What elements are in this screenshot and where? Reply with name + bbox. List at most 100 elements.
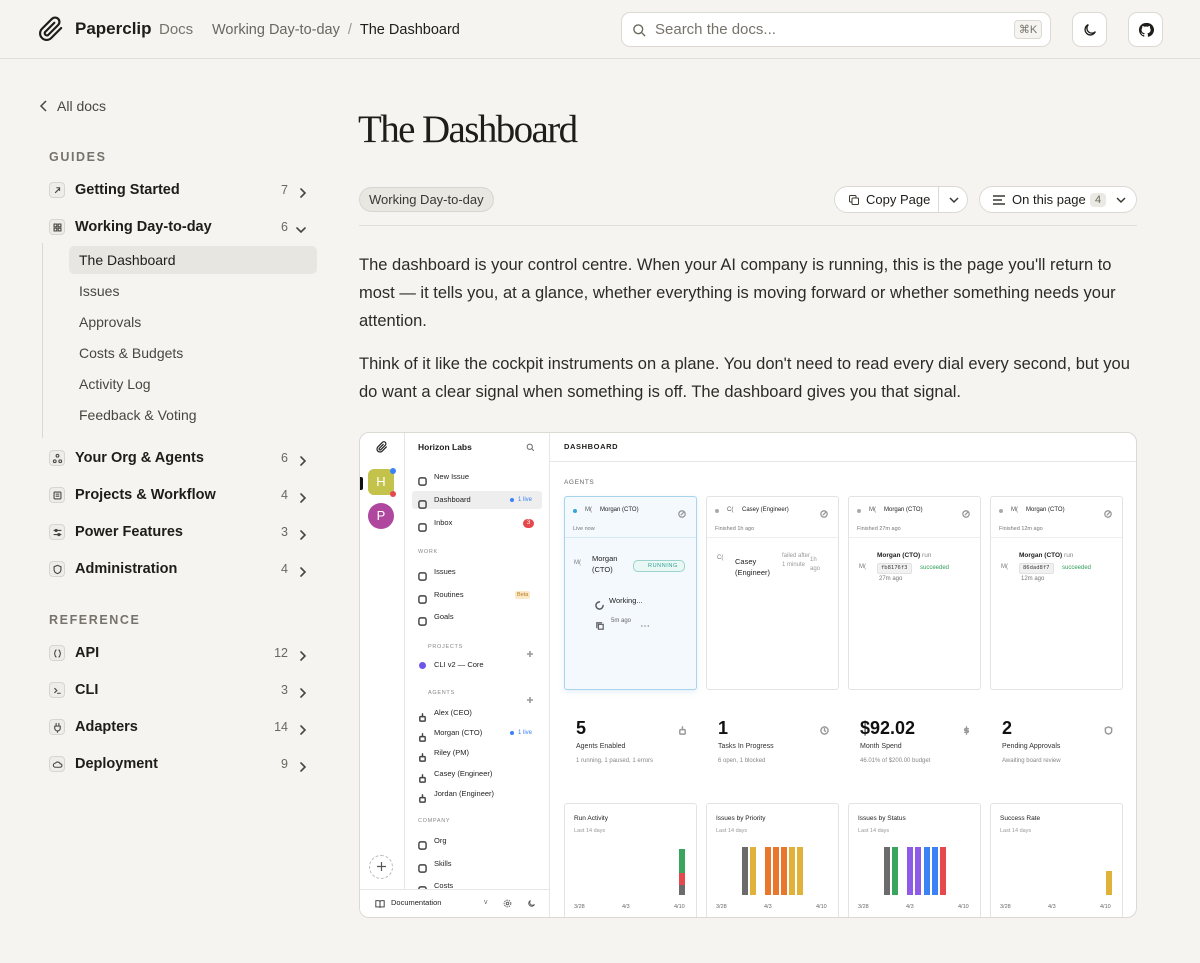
- back-link[interactable]: All docs: [57, 98, 107, 114]
- nav-icon-glyph: [418, 594, 427, 604]
- nav-item[interactable]: Projects & Workflow 4: [40, 479, 318, 511]
- chart-card: Run Activity Last 14 days 3/28 4/3 4/10: [564, 803, 697, 917]
- nav-subitem[interactable]: Costs & Budgets: [69, 339, 317, 367]
- chevron-right: [298, 490, 308, 508]
- breadcrumb-item[interactable]: Working Day-to-day: [212, 22, 340, 38]
- app-nav-item[interactable]: Alex (CEO): [434, 708, 472, 717]
- stat-value: 1: [718, 718, 729, 738]
- app-nav-item[interactable]: Issues: [434, 567, 456, 576]
- app-nav-item[interactable]: Costs: [434, 881, 454, 890]
- workspace-avatar[interactable]: P: [368, 503, 394, 529]
- toc-count: 4: [1090, 193, 1106, 207]
- x-axis-label: 4/10: [816, 904, 827, 910]
- run-time: 12m ago: [1021, 576, 1045, 582]
- toc-button[interactable]: On this page 4: [979, 186, 1137, 213]
- nav-label: Power Features: [75, 524, 183, 540]
- stat-icon: [1104, 722, 1113, 740]
- status-dot: [857, 509, 861, 513]
- chart-bar: [789, 847, 795, 895]
- agent-card[interactable]: C(Casey (Engineer) Finished 1h ago C(Casey…: [706, 496, 839, 690]
- app-nav-item[interactable]: Casey (Engineer): [434, 769, 493, 778]
- beta-badge: Beta: [515, 591, 531, 599]
- agent-card[interactable]: M(Morgan (CTO) Finished 12m ago Morgan (CT…: [990, 496, 1123, 690]
- nav-icon-glyph: [418, 616, 427, 626]
- app-nav-item[interactable]: Goals: [434, 612, 454, 621]
- nav-icon-glyph: [419, 793, 426, 803]
- run-time: 27m ago: [879, 576, 903, 582]
- status-dot: [715, 509, 719, 513]
- app-nav-item[interactable]: Skills: [434, 859, 452, 868]
- nav-icon: [49, 682, 65, 698]
- copy-icon: [596, 617, 604, 635]
- app-nav-item[interactable]: New Issue: [434, 472, 470, 481]
- nav-item[interactable]: Adapters 14: [40, 711, 318, 743]
- open-icon: [820, 505, 828, 523]
- nav-tree-line: [42, 243, 43, 438]
- docs-link[interactable]: Docs: [159, 21, 194, 38]
- nav-icon: [49, 756, 65, 772]
- agent-card[interactable]: M(Morgan (CTO) Finished 27m ago Morgan (CT…: [848, 496, 981, 690]
- docs-link[interactable]: Documentation: [391, 898, 442, 907]
- search-box[interactable]: Search the docs... ⌘K: [621, 12, 1051, 47]
- stat-value: 5: [576, 718, 587, 738]
- app-nav-item[interactable]: Riley (PM): [434, 748, 469, 757]
- workspace-avatar[interactable]: H: [368, 469, 394, 495]
- stat-icon-glyph: [820, 726, 829, 735]
- moon-icon: [1084, 24, 1096, 36]
- nav-item[interactable]: Administration 4: [40, 553, 318, 585]
- nav-item[interactable]: Deployment 9: [40, 748, 318, 780]
- nav-subitem[interactable]: Approvals: [69, 308, 317, 336]
- x-axis-label: 3/28: [574, 904, 585, 910]
- run-state: succeeded: [1062, 565, 1092, 571]
- toc-icon: [993, 195, 1005, 205]
- copy-page-button[interactable]: Copy Page: [834, 186, 968, 213]
- app-nav-item[interactable]: Jordan (Engineer): [434, 789, 495, 798]
- chart-subtitle: Last 14 days: [716, 828, 748, 834]
- nav-subitem[interactable]: Issues: [69, 277, 317, 305]
- chart-subtitle: Last 14 days: [858, 828, 890, 834]
- nav-item[interactable]: Your Org & Agents 6: [40, 442, 318, 474]
- more-icon-glyph: [641, 625, 649, 627]
- nav-icon: [418, 860, 427, 878]
- nav-icon-glyph: [419, 773, 426, 783]
- nav-item[interactable]: CLI 3: [40, 674, 318, 706]
- brand[interactable]: Paperclip: [75, 19, 152, 38]
- app-nav-group: PROJECTS: [428, 644, 463, 650]
- run-avatar: M(: [574, 560, 581, 566]
- app-nav-item[interactable]: CLI v2 — Core: [434, 660, 484, 669]
- theme-toggle[interactable]: [1072, 12, 1107, 47]
- plus-icon-glyph: [526, 696, 534, 704]
- app-page-title: DASHBOARD: [564, 442, 619, 451]
- add-workspace-button[interactable]: [369, 855, 393, 879]
- back-chevron: [39, 100, 47, 112]
- app-nav-item[interactable]: Morgan (CTO): [434, 728, 483, 737]
- nav-item[interactable]: Working Day-to-day 6: [40, 211, 318, 243]
- nav-subitem[interactable]: The Dashboard: [69, 246, 317, 274]
- nav-icon: [418, 568, 427, 586]
- search-icon: [526, 443, 535, 452]
- agent-card[interactable]: M(Morgan (CTO) Live now M(Morgan (CTO) RUNN…: [564, 496, 697, 690]
- open-icon-glyph: [1104, 510, 1112, 518]
- github-link[interactable]: [1128, 12, 1163, 47]
- app-nav-item[interactable]: Inbox: [434, 518, 453, 527]
- run-avatar: M(: [1001, 564, 1008, 570]
- status-dot: [999, 509, 1003, 513]
- settings-icon[interactable]: [503, 899, 512, 908]
- chart-bar: [750, 847, 756, 895]
- app-nav-item[interactable]: Routines: [434, 590, 464, 599]
- app-sidebar-footer: Documentation v: [360, 889, 549, 917]
- moon-icon[interactable]: [527, 899, 536, 908]
- nav-item[interactable]: API 12: [40, 637, 318, 669]
- app-nav-item[interactable]: Dashboard: [434, 495, 471, 504]
- app-nav-item[interactable]: Org: [434, 836, 447, 845]
- nav-item[interactable]: Getting Started 7: [40, 174, 318, 206]
- nav-subitem-label: Feedback & Voting: [79, 407, 197, 423]
- open-icon-glyph: [962, 510, 970, 518]
- nav-item[interactable]: Power Features 3: [40, 516, 318, 548]
- nav-subitem-label: Approvals: [79, 314, 142, 330]
- nav-subitem[interactable]: Activity Log: [69, 370, 317, 398]
- spinner: [595, 597, 604, 615]
- nav-subitem[interactable]: Feedback & Voting: [69, 401, 317, 429]
- breadcrumb: Working Day-to-day / The Dashboard: [212, 20, 460, 40]
- run-title: Morgan (CTO) run: [1019, 551, 1073, 560]
